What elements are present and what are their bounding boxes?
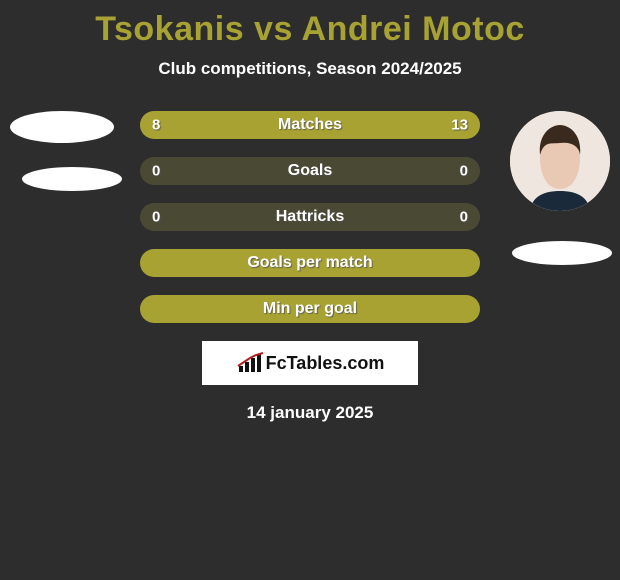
stat-bar: Goals per match [140,249,480,277]
stat-label: Goals per match [247,254,372,272]
player-right-avatar [510,111,610,211]
player-right-face-icon [510,111,610,211]
stat-value-left: 0 [152,163,160,180]
brand-chart-icon [236,352,264,374]
player-right-club-oval [512,241,612,265]
stat-bar: 8 13 Matches [140,111,480,139]
stat-label: Goals [288,162,332,180]
stat-label: Hattricks [276,208,344,226]
page-title: Tsokanis vs Andrei Motoc [0,0,620,49]
stat-value-right: 13 [451,117,468,134]
stat-value-right: 0 [460,209,468,226]
subtitle: Club competitions, Season 2024/2025 [0,59,620,79]
stat-value-left: 0 [152,209,160,226]
stat-bars: 8 13 Matches 0 0 Goals 0 0 Hattricks Goals per ma… [140,111,480,323]
brand-box: FcTables.com [202,341,418,385]
stat-value-right: 0 [460,163,468,180]
brand-text: FcTables.com [266,353,385,374]
stat-value-left: 8 [152,117,160,134]
player-left-avatar [10,111,114,143]
stat-bar: 0 0 Hattricks [140,203,480,231]
stat-bar: Min per goal [140,295,480,323]
comparison-block: 8 13 Matches 0 0 Goals 0 0 Hattricks Goals per ma… [0,111,620,423]
player-left-club-oval [22,167,122,191]
date-text: 14 january 2025 [0,403,620,423]
stat-label: Matches [278,116,342,134]
stat-bar: 0 0 Goals [140,157,480,185]
stat-label: Min per goal [263,300,357,318]
